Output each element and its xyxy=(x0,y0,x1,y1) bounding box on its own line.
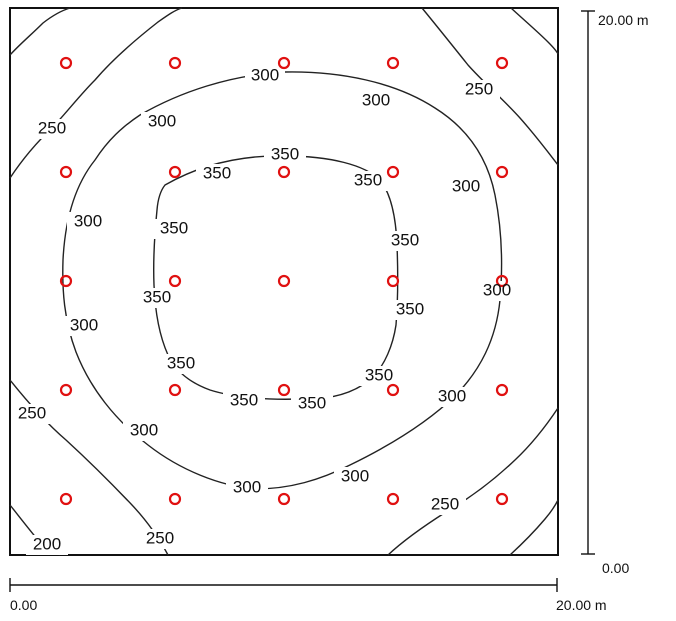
contour-250-top-left xyxy=(9,7,183,179)
measurement-point xyxy=(277,165,291,179)
contour-label-350: 350 xyxy=(354,170,382,189)
contour-label-300: 300 xyxy=(362,90,390,109)
measurement-point xyxy=(386,274,400,288)
contour-200-top-right xyxy=(510,7,559,55)
contour-label-250: 250 xyxy=(146,528,174,547)
contour-label-350: 350 xyxy=(396,299,424,318)
measurement-points xyxy=(59,56,509,506)
measurement-point xyxy=(495,492,509,506)
measurement-point xyxy=(277,56,291,70)
measurement-point xyxy=(386,383,400,397)
measurement-point xyxy=(277,383,291,397)
contour-label-350: 350 xyxy=(298,393,326,412)
plot-frame xyxy=(9,7,559,556)
contour-label-300: 300 xyxy=(452,176,480,195)
measurement-point xyxy=(168,492,182,506)
contour-350 xyxy=(153,155,399,400)
measurement-point xyxy=(277,492,291,506)
contour-labels: 300 300 250 250 300 350 350 350 300 300 … xyxy=(18,65,511,553)
horizontal-scale-end-label: 20.00 m xyxy=(556,597,607,613)
measurement-point xyxy=(168,56,182,70)
measurement-point xyxy=(168,165,182,179)
measurement-point xyxy=(495,56,509,70)
horizontal-scale-start-label: 0.00 xyxy=(10,597,37,613)
contour-label-250: 250 xyxy=(465,79,493,98)
contour-label-300: 300 xyxy=(70,315,98,334)
contour-label-350: 350 xyxy=(271,144,299,163)
contour-label-300: 300 xyxy=(130,420,158,439)
measurement-point xyxy=(277,274,291,288)
contour-label-350: 350 xyxy=(167,353,195,372)
contour-label-300: 300 xyxy=(341,466,369,485)
contour-label-300: 300 xyxy=(251,65,279,84)
contour-label-350: 350 xyxy=(160,218,188,237)
contour-label-300: 300 xyxy=(74,211,102,230)
contour-label-350: 350 xyxy=(143,287,171,306)
measurement-point xyxy=(386,492,400,506)
measurement-point xyxy=(59,492,73,506)
measurement-point xyxy=(495,274,509,288)
measurement-point xyxy=(59,165,73,179)
measurement-point xyxy=(59,274,73,288)
measurement-point xyxy=(168,274,182,288)
contour-label-300: 300 xyxy=(483,280,511,299)
measurement-point xyxy=(495,383,509,397)
measurement-point xyxy=(59,56,73,70)
measurement-point xyxy=(386,165,400,179)
vertical-scale-end-label: 20.00 m xyxy=(598,12,649,28)
measurement-point xyxy=(59,383,73,397)
measurement-point xyxy=(168,383,182,397)
vertical-scale-bar: 20.00 m 0.00 xyxy=(581,10,649,576)
contour-200-top-left xyxy=(9,7,71,56)
contour-label-350: 350 xyxy=(391,230,419,249)
measurement-point xyxy=(386,56,400,70)
vertical-scale-start-label: 0.00 xyxy=(602,560,629,576)
contour-label-300: 300 xyxy=(438,386,466,405)
contour-label-250: 250 xyxy=(18,403,46,422)
contour-200-bottom-right xyxy=(509,499,559,556)
contour-label-350: 350 xyxy=(365,365,393,384)
contour-label-250: 250 xyxy=(431,494,459,513)
horizontal-scale-bar: 0.00 20.00 m xyxy=(9,578,607,613)
contour-label-350: 350 xyxy=(230,390,258,409)
contour-label-300: 300 xyxy=(233,477,261,496)
contour-label-200: 200 xyxy=(33,534,61,553)
contour-label-350: 350 xyxy=(203,163,231,182)
contour-300 xyxy=(62,71,503,490)
contour-label-backgrounds xyxy=(11,66,518,555)
measurement-point xyxy=(495,165,509,179)
contour-label-250: 250 xyxy=(38,118,66,137)
contour-label-300: 300 xyxy=(148,111,176,130)
contour-250-bottom-right xyxy=(387,407,559,556)
